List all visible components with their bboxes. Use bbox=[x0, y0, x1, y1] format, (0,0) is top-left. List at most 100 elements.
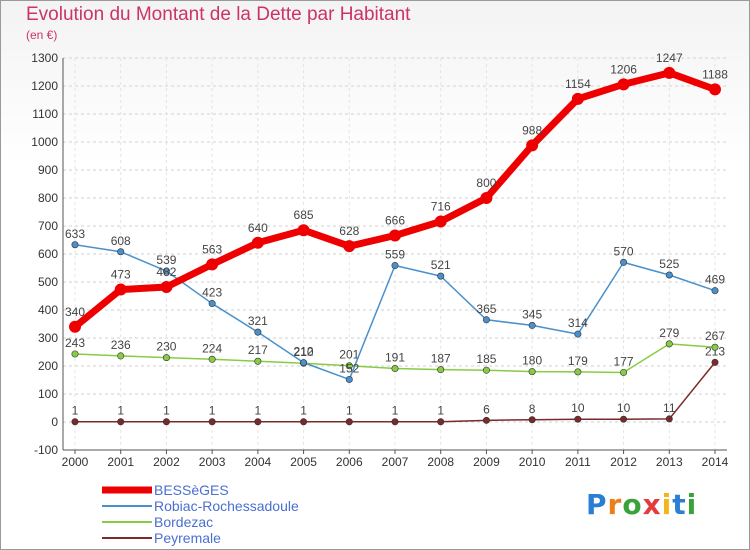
data-point bbox=[254, 328, 262, 336]
x-tick-label: 2009 bbox=[473, 455, 500, 469]
data-point bbox=[71, 241, 79, 249]
data-point bbox=[117, 248, 125, 256]
data-label: 1 bbox=[255, 404, 262, 418]
data-point bbox=[254, 357, 262, 365]
data-label: 10 bbox=[571, 401, 585, 415]
data-label: 267 bbox=[705, 329, 725, 343]
chart-unit-label: (en €) bbox=[26, 28, 58, 42]
x-tick-label: 2002 bbox=[153, 455, 180, 469]
data-point bbox=[208, 300, 216, 308]
data-label: 10 bbox=[617, 401, 631, 415]
data-point bbox=[117, 352, 125, 360]
data-label: 217 bbox=[248, 343, 268, 357]
data-point bbox=[71, 350, 79, 358]
data-point bbox=[162, 354, 170, 362]
data-point bbox=[665, 415, 673, 423]
legend-label: Bordezac bbox=[154, 514, 213, 530]
data-point bbox=[345, 362, 353, 370]
data-label: 473 bbox=[111, 268, 131, 282]
x-tick-label: 2000 bbox=[62, 455, 89, 469]
x-tick-label: 2007 bbox=[382, 455, 409, 469]
data-point bbox=[480, 192, 493, 204]
data-point bbox=[391, 418, 399, 426]
data-label: 988 bbox=[522, 123, 542, 137]
data-point bbox=[665, 271, 673, 279]
y-tick-label: 700 bbox=[38, 219, 58, 233]
data-label: 1188 bbox=[702, 67, 728, 81]
data-label: 640 bbox=[248, 221, 268, 235]
data-point bbox=[208, 418, 216, 426]
data-point bbox=[437, 366, 445, 374]
data-label: 179 bbox=[568, 354, 588, 368]
data-label: 608 bbox=[111, 234, 131, 248]
data-label: 539 bbox=[156, 253, 176, 267]
data-point bbox=[389, 229, 401, 242]
data-point bbox=[709, 83, 721, 96]
data-label: 1247 bbox=[656, 51, 683, 65]
x-tick-label: 2013 bbox=[656, 455, 683, 469]
x-tick-label: 2003 bbox=[199, 455, 226, 469]
data-label: 8 bbox=[529, 402, 536, 416]
data-label: 1 bbox=[163, 404, 170, 418]
data-label: 685 bbox=[294, 208, 314, 222]
x-tick-label: 2004 bbox=[245, 455, 272, 469]
x-tick-label: 2011 bbox=[565, 455, 591, 469]
data-point bbox=[620, 368, 628, 376]
data-label: 666 bbox=[385, 214, 405, 228]
data-point bbox=[162, 267, 170, 275]
data-label: 236 bbox=[111, 338, 131, 352]
data-label: 521 bbox=[431, 258, 451, 272]
data-label: 1154 bbox=[565, 77, 591, 91]
data-label: 224 bbox=[202, 341, 222, 355]
data-label: 321 bbox=[248, 314, 268, 328]
data-label: 716 bbox=[431, 200, 451, 214]
data-point bbox=[345, 418, 353, 426]
data-label: 185 bbox=[476, 352, 496, 366]
data-point bbox=[300, 418, 308, 426]
y-tick-label: 400 bbox=[38, 303, 58, 317]
data-label: 482 bbox=[156, 265, 176, 279]
data-point bbox=[391, 261, 399, 269]
data-point bbox=[297, 224, 310, 237]
data-label: 314 bbox=[568, 316, 588, 330]
legend-label: Peyremale bbox=[154, 530, 221, 546]
data-label: 563 bbox=[202, 242, 222, 256]
data-point bbox=[482, 416, 490, 424]
data-point bbox=[254, 418, 262, 426]
y-tick-label: -100 bbox=[34, 443, 58, 457]
data-point bbox=[117, 418, 125, 426]
data-label: 152 bbox=[339, 361, 359, 375]
data-point bbox=[437, 272, 445, 280]
y-tick-label: 600 bbox=[38, 247, 58, 261]
data-label: 180 bbox=[522, 354, 542, 368]
data-point bbox=[574, 415, 582, 423]
x-tick-label: 2014 bbox=[702, 455, 729, 469]
data-label: 570 bbox=[614, 244, 634, 258]
data-label: 212 bbox=[294, 345, 314, 359]
data-point bbox=[345, 375, 353, 383]
data-label: 6 bbox=[483, 402, 490, 416]
data-point bbox=[71, 418, 79, 426]
data-label: 279 bbox=[659, 326, 679, 340]
y-tick-label: 1000 bbox=[31, 135, 58, 149]
data-point bbox=[482, 366, 490, 374]
x-tick-label: 2001 bbox=[107, 455, 134, 469]
data-label: 525 bbox=[659, 257, 679, 271]
y-tick-label: 1100 bbox=[32, 107, 58, 121]
data-label: 800 bbox=[476, 176, 496, 190]
data-label: 559 bbox=[385, 247, 405, 261]
legend-label: Robiac-Rochessadoule bbox=[154, 498, 299, 514]
legend-label: BESSèGES bbox=[154, 482, 229, 498]
data-point bbox=[391, 365, 399, 373]
data-label: 213 bbox=[705, 344, 725, 358]
y-tick-label: 800 bbox=[38, 191, 58, 205]
data-label: 1 bbox=[72, 404, 79, 418]
data-label: 1 bbox=[437, 404, 444, 418]
data-point bbox=[526, 139, 539, 152]
data-label: 11 bbox=[663, 401, 676, 415]
data-label: 201 bbox=[339, 348, 359, 362]
data-label: 628 bbox=[339, 224, 359, 238]
data-label: 469 bbox=[705, 273, 725, 287]
